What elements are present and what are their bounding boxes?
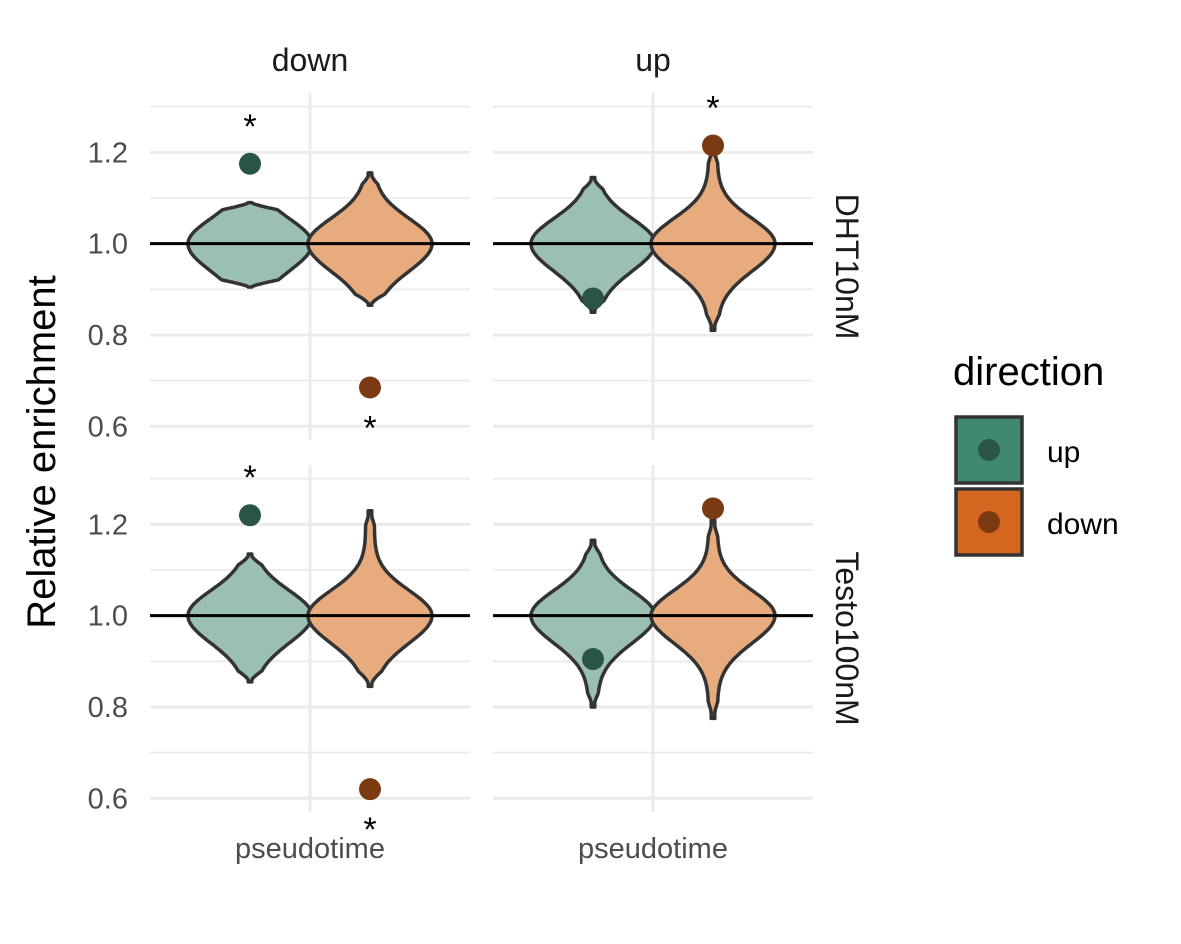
violin-up xyxy=(186,552,314,684)
y-axis-label: Relative enrichment xyxy=(20,275,64,629)
point-up xyxy=(239,504,261,527)
label-layer: * * * * * down up DHT10nM Testo100nM 0.6 0.8 1.0 1.2… xyxy=(88,42,865,865)
strip-label-up: up xyxy=(635,42,671,78)
point-up xyxy=(582,648,604,671)
legend-label-up: up xyxy=(1047,436,1080,469)
point-up xyxy=(239,152,261,175)
significance-star: * xyxy=(363,811,376,849)
violin-down xyxy=(306,171,434,308)
legend: up down xyxy=(954,415,1119,557)
y-tick-label: 0.8 xyxy=(88,320,128,352)
violin-layer xyxy=(150,146,813,721)
point-down xyxy=(359,778,381,801)
significance-star: * xyxy=(243,108,256,146)
legend-point-up xyxy=(978,439,1000,461)
point-down xyxy=(702,134,724,157)
legend-title: direction xyxy=(953,350,1104,394)
y-tick-label: 0.8 xyxy=(88,692,128,724)
point-layer xyxy=(239,134,724,801)
legend-label-down: down xyxy=(1047,508,1119,541)
significance-star: * xyxy=(363,409,376,447)
point-down xyxy=(702,497,724,520)
x-tick-label: pseudotime xyxy=(578,833,728,865)
point-down xyxy=(359,376,381,399)
strip-label-Testo100nM: Testo100nM xyxy=(829,551,865,725)
y-tick-label: 1.2 xyxy=(88,509,128,541)
y-tick-label: 1.0 xyxy=(88,229,128,261)
strip-label-DHT10nM: DHT10nM xyxy=(829,194,865,340)
legend-point-down xyxy=(978,511,1000,533)
significance-star: * xyxy=(243,459,256,497)
y-tick-label: 0.6 xyxy=(88,783,128,815)
point-up xyxy=(582,287,604,310)
y-tick-label: 0.6 xyxy=(88,411,128,443)
violin-down xyxy=(649,146,777,333)
y-tick-label: 1.2 xyxy=(88,137,128,169)
violin-down xyxy=(649,518,777,721)
strip-label-down: down xyxy=(272,42,349,78)
violin-up xyxy=(529,538,657,709)
x-tick-label: pseudotime xyxy=(235,833,385,865)
y-tick-label: 1.0 xyxy=(88,601,128,633)
violin-down xyxy=(306,508,434,689)
significance-star: * xyxy=(706,90,719,128)
